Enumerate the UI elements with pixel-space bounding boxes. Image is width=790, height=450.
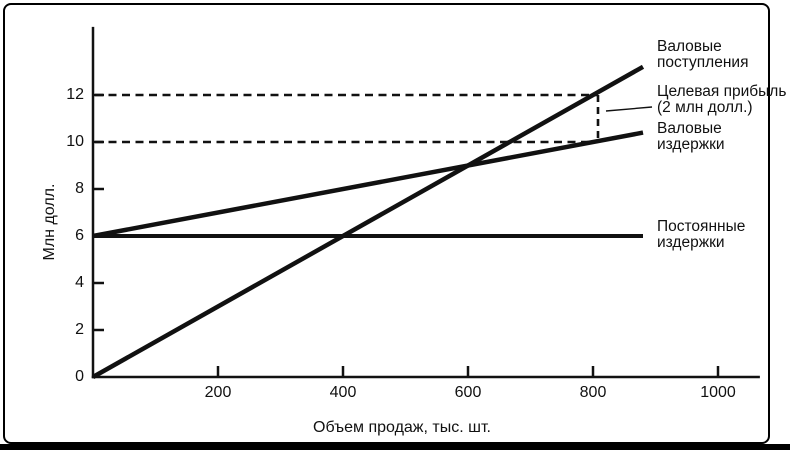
x-axis-title: Объем продаж, тыс. шт. — [313, 419, 491, 436]
chart-frame-border — [2, 2, 770, 444]
y-tick-label: 10 — [66, 133, 84, 150]
line-gross-costs — [92, 130, 644, 239]
y-tick-label: 8 — [75, 180, 84, 197]
x-tick-label: 400 — [329, 384, 357, 401]
label-target-profit: Целевая прибыль (2 млн долл.) — [657, 83, 787, 116]
line-gross-receipts — [91, 64, 645, 379]
x-tick-label: 1000 — [700, 384, 736, 401]
x-tick-label: 800 — [579, 384, 607, 401]
x-tick-label: 200 — [204, 384, 232, 401]
y-tick-label: 6 — [75, 227, 84, 244]
label-gross-receipts: Валовые поступления — [657, 38, 749, 71]
y-tick-label: 4 — [75, 274, 84, 291]
y-tick-label: 12 — [66, 86, 84, 103]
label-fixed-costs: Постоянные издержки — [657, 218, 746, 251]
y-tick-label: 2 — [75, 321, 84, 338]
page-bottom-edge — [0, 444, 790, 450]
x-tick-label: 600 — [454, 384, 482, 401]
target-profit-callout-line — [605, 106, 653, 112]
label-gross-costs: Валовые издержки — [657, 120, 725, 153]
y-tick-label: 0 — [75, 368, 84, 385]
